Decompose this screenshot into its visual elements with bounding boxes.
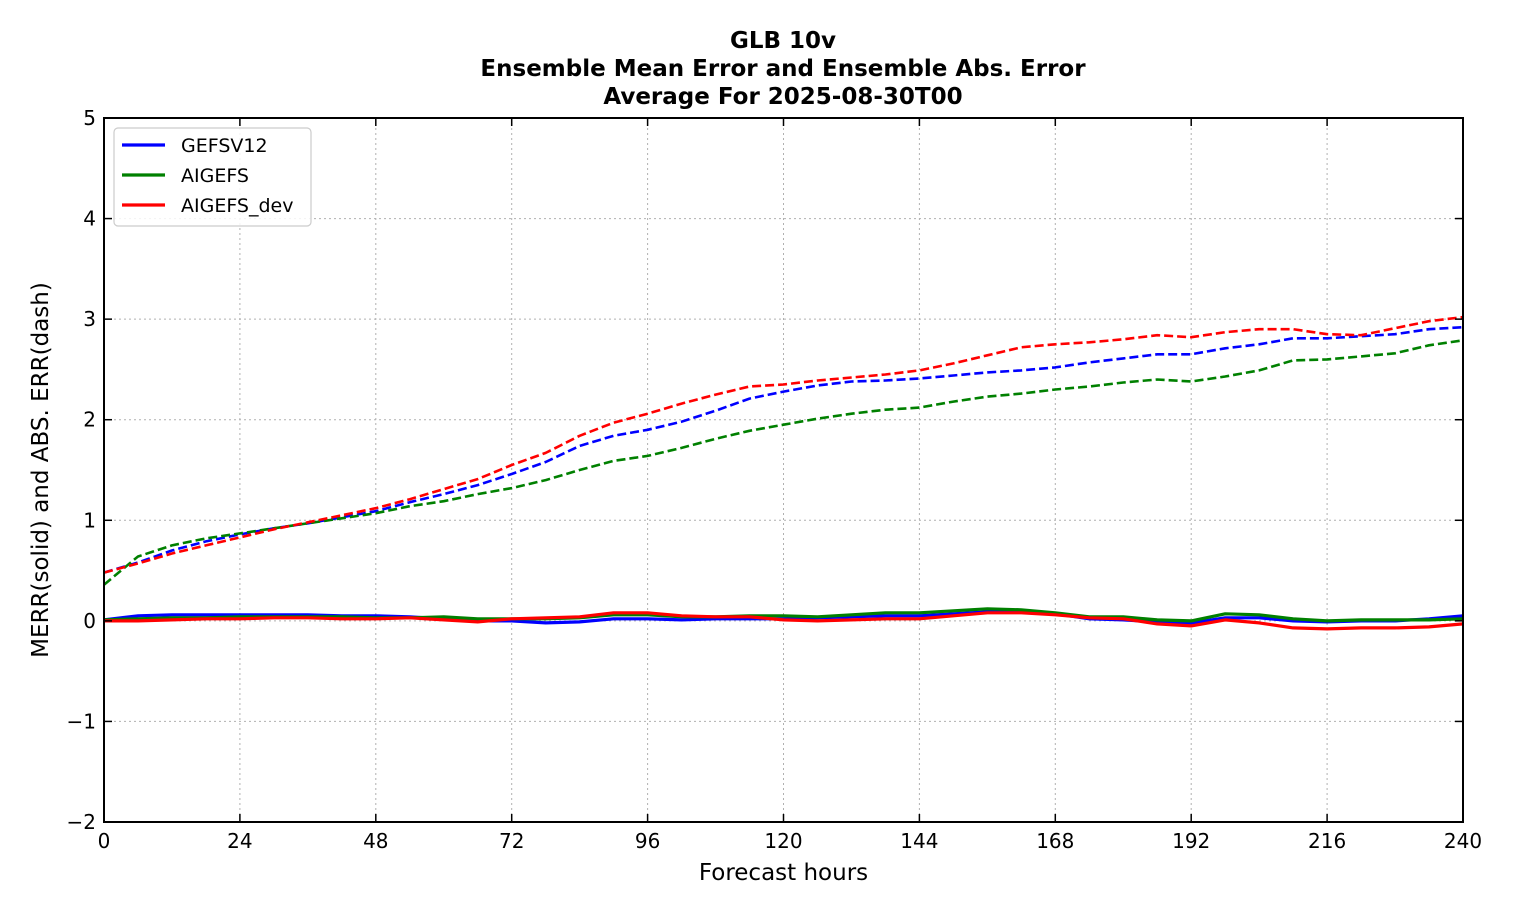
legend-label: AIGEFS bbox=[181, 165, 249, 187]
series-line-merr-aigefs-dev bbox=[104, 611, 1464, 631]
series-line-abs-err-aigefs bbox=[103, 339, 1464, 586]
x-tick-label: 216 bbox=[1308, 829, 1346, 853]
x-tick-label: 96 bbox=[635, 829, 660, 853]
series-line-abs-err-gefsv12 bbox=[103, 325, 1464, 574]
y-tick-label: −1 bbox=[67, 709, 96, 733]
chart-title-line-1: GLB 10v bbox=[729, 28, 837, 54]
chart-title-line-2: Ensemble Mean Error and Ensemble Abs. Er… bbox=[480, 56, 1086, 82]
chart-title-line-3: Average For 2025-08-30T00 bbox=[603, 84, 963, 110]
y-tick-label: 5 bbox=[83, 106, 96, 130]
x-tick-label: 120 bbox=[764, 829, 802, 853]
x-tick-label: 168 bbox=[1036, 829, 1074, 853]
x-axis-label: Forecast hours bbox=[699, 860, 868, 886]
y-axis-label: MERR(solid) and ABS. ERR(dash) bbox=[28, 282, 54, 658]
x-tick-label: 48 bbox=[363, 829, 388, 853]
x-tick-label: 24 bbox=[227, 829, 252, 853]
y-tick-label: −2 bbox=[67, 810, 96, 834]
ticks: 0 24 48 72 96 120 144 168 192 216 240 −2 −1 0 1 2 3 4 5 bbox=[67, 106, 1483, 853]
y-tick-label: 0 bbox=[83, 609, 96, 633]
x-tick-label: 72 bbox=[499, 829, 524, 853]
legend: GEFSV12 AIGEFS AIGEFS_dev bbox=[113, 127, 312, 227]
x-tick-label: 240 bbox=[1444, 829, 1482, 853]
y-tick-label: 2 bbox=[83, 408, 96, 432]
grid bbox=[104, 118, 1463, 822]
y-tick-label: 4 bbox=[83, 207, 96, 231]
y-tick-label: 1 bbox=[83, 508, 96, 532]
series-line-abs-err-aigefs-dev bbox=[103, 315, 1464, 574]
x-tick-label: 192 bbox=[1172, 829, 1210, 853]
y-tick-label: 3 bbox=[83, 307, 96, 331]
legend-box bbox=[113, 127, 312, 227]
series-lines bbox=[103, 315, 1464, 631]
series-line-merr-aigefs bbox=[103, 607, 1464, 623]
x-tick-label: 144 bbox=[900, 829, 938, 853]
legend-label: AIGEFS_dev bbox=[181, 195, 293, 217]
legend-label: GEFSV12 bbox=[181, 135, 268, 157]
x-tick-label: 0 bbox=[98, 829, 111, 853]
